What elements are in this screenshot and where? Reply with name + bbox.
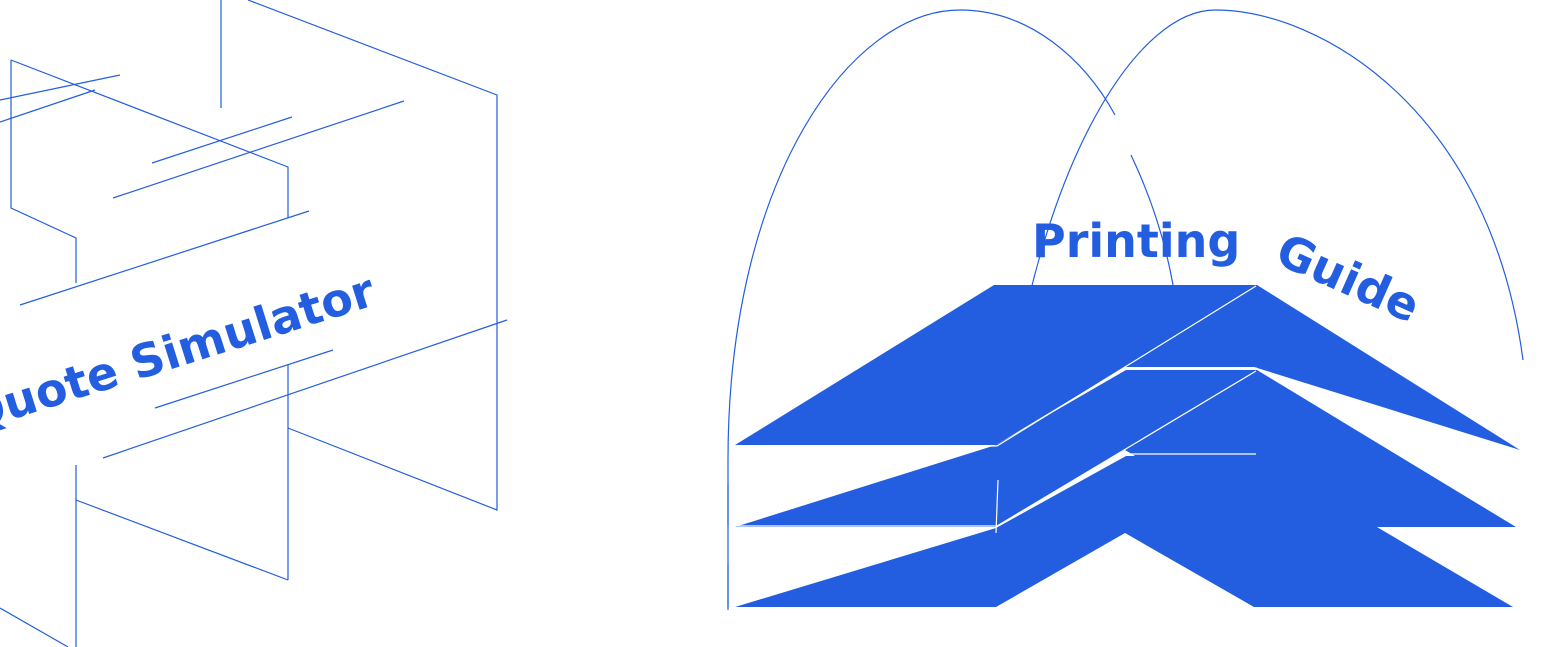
printing-label: Printing xyxy=(1032,214,1240,268)
wireframe-lines xyxy=(0,0,508,647)
printing-guide-link[interactable]: Printing Guide xyxy=(660,0,1543,647)
stacked-paper-arches-icon: Printing Guide xyxy=(727,9,1524,610)
paper-stack xyxy=(735,285,1520,607)
quote-simulator-link[interactable]: Quote Simulator xyxy=(0,0,620,647)
wireframe-boxes-icon: Quote Simulator xyxy=(0,0,508,647)
arch-lines xyxy=(727,9,1524,610)
